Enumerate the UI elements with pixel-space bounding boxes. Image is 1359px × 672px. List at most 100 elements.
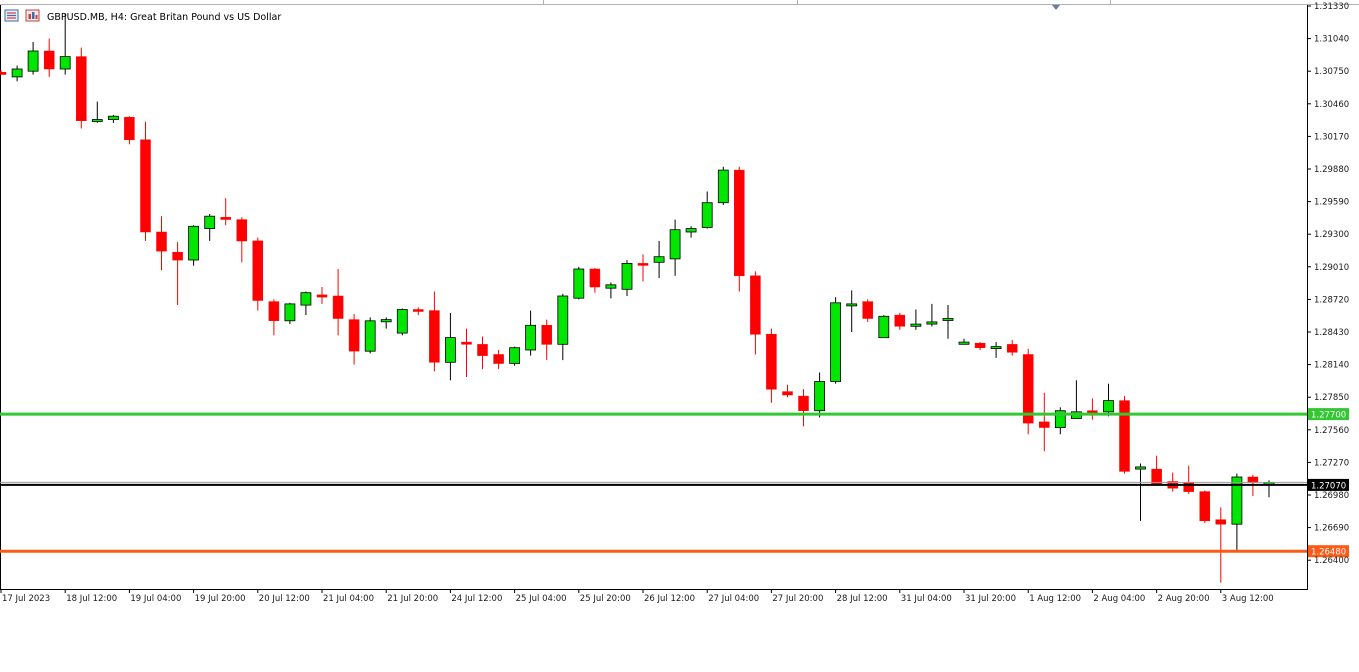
bear-candle-body (156, 231, 167, 252)
price-axis-label: 1.29300 (1314, 230, 1349, 240)
candle (11, 65, 23, 82)
support-price-tag (1308, 545, 1349, 558)
chart-shift-marker-icon[interactable] (1052, 5, 1060, 10)
candle (525, 310, 536, 356)
time-axis-label: 31 Jul 20:00 (965, 594, 1016, 604)
candle (701, 191, 713, 229)
candle (717, 166, 729, 205)
candle (59, 13, 71, 75)
bull-candle-body (1231, 476, 1243, 525)
candles-layer (0, 13, 1275, 583)
bull-candle-body (605, 284, 617, 289)
bear-candle-body (862, 301, 873, 319)
bear-candle-body (1006, 344, 1018, 353)
bear-candle-body (1022, 354, 1034, 424)
time-axis-label: 27 Jul 04:00 (708, 594, 759, 604)
bear-candle-body (1119, 400, 1130, 472)
bear-candle-body (493, 354, 504, 364)
price-axis-label: 1.31040 (1314, 35, 1349, 45)
chart-window-icon[interactable] (25, 9, 40, 22)
candle (1135, 463, 1146, 521)
bull-candle-body (814, 381, 825, 412)
candle (220, 198, 231, 226)
time-axis-label: 19 Jul 20:00 (195, 594, 246, 604)
candle (124, 116, 135, 145)
candle (188, 225, 200, 266)
candle (429, 291, 440, 372)
horizontal-lines-layer: 1.27700 1.27070 1.26480 (0, 408, 1349, 558)
candle (734, 166, 745, 292)
support-price-label: 1.26480 (1311, 548, 1346, 558)
bull-candle-body (396, 309, 408, 334)
price-axis[interactable]: 1.31330 1.31040 1.30750 1.30460 1.30170 1.298… (1307, 2, 1349, 566)
candle (396, 308, 408, 336)
price-axis-label: 1.29590 (1314, 198, 1349, 208)
price-axis-label: 1.30170 (1314, 132, 1349, 142)
bull-candle-body (91, 119, 103, 122)
bear-candle-body (140, 139, 151, 233)
bull-candle-body (653, 256, 665, 263)
time-axis-label: 3 Aug 12:00 (1222, 594, 1274, 604)
candle (669, 219, 681, 276)
bull-candle-body (701, 202, 713, 228)
current-price-price-tag (1308, 478, 1349, 491)
time-axis-label: 2 Aug 04:00 (1093, 594, 1145, 604)
candle (653, 240, 665, 278)
bull-candle-body (509, 347, 521, 364)
bull-candle-body (621, 262, 633, 290)
candle (461, 328, 472, 377)
candle (140, 121, 151, 241)
candle (621, 260, 633, 296)
price-axis-label: 1.30460 (1314, 100, 1349, 110)
bull-candle-body (380, 319, 392, 323)
price-axis-label: 1.27850 (1314, 393, 1349, 403)
bull-candle-body (878, 315, 890, 339)
bear-candle-body (1215, 519, 1227, 525)
bull-candle-body (557, 295, 569, 345)
current-price-price-label: 1.27070 (1311, 481, 1346, 491)
bear-candle-body (348, 319, 360, 352)
price-axis-label: 1.29010 (1314, 263, 1349, 273)
bull-candle-body (926, 321, 938, 325)
candle (444, 312, 456, 381)
time-axis-label: 2 Aug 20:00 (1158, 594, 1210, 604)
price-axis-label: 1.28140 (1314, 361, 1349, 371)
candle (204, 214, 216, 241)
candle (798, 389, 809, 427)
resistance-price-tag (1308, 408, 1349, 421)
bear-candle-body (637, 263, 649, 266)
bull-candle-body (108, 115, 119, 120)
time-axis-label: 1 Aug 12:00 (1029, 594, 1081, 604)
price-axis-label: 1.28720 (1314, 295, 1349, 305)
price-axis-label: 1.29880 (1314, 165, 1349, 175)
bear-candle-body (541, 325, 552, 345)
candle (1039, 392, 1050, 452)
bull-candle-body (830, 302, 841, 382)
candle (1215, 507, 1227, 583)
candle (990, 342, 1002, 358)
candle (637, 254, 649, 282)
bear-candle-body (236, 219, 248, 242)
trade-list-icon[interactable] (4, 9, 19, 22)
candle (926, 303, 938, 327)
time-axis-label: 21 Jul 04:00 (323, 594, 374, 604)
candle (236, 217, 248, 263)
bear-candle-body (316, 294, 328, 298)
bull-candle-body (1135, 466, 1146, 470)
bull-candle-body (846, 303, 858, 307)
time-axis-label: 24 Jul 12:00 (451, 594, 502, 604)
bull-candle-body (188, 225, 200, 261)
candle (685, 226, 697, 238)
candle (43, 38, 55, 77)
bear-candle-body (477, 344, 488, 356)
candle (108, 115, 119, 123)
time-axis-label: 21 Jul 20:00 (387, 594, 438, 604)
candle (91, 101, 103, 123)
time-axis-label: 26 Jul 12:00 (644, 594, 695, 604)
bear-candle-body (974, 342, 986, 348)
bear-candle-body (1039, 421, 1050, 428)
plot-area[interactable] (0, 4, 1308, 590)
time-axis[interactable]: 17 Jul 2023 18 Jul 12:00 19 Jul 04:00 19 Ju… (0, 589, 1274, 604)
bull-candle-body (685, 228, 697, 233)
